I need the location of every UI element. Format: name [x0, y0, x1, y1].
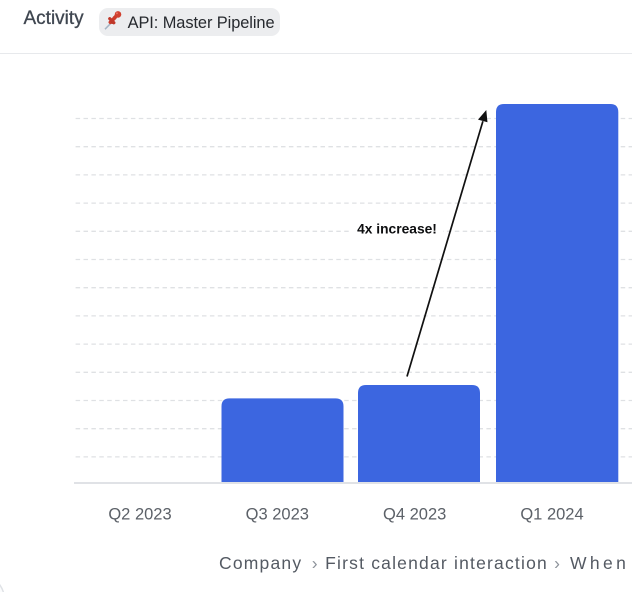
- svg-text:Q4 2023: Q4 2023: [383, 506, 446, 524]
- svg-text:Q3 2023: Q3 2023: [246, 506, 309, 524]
- svg-text:4x increase!: 4x increase!: [357, 222, 437, 237]
- svg-text:Q1 2024: Q1 2024: [520, 506, 583, 524]
- svg-text:Q2 2023: Q2 2023: [108, 506, 171, 524]
